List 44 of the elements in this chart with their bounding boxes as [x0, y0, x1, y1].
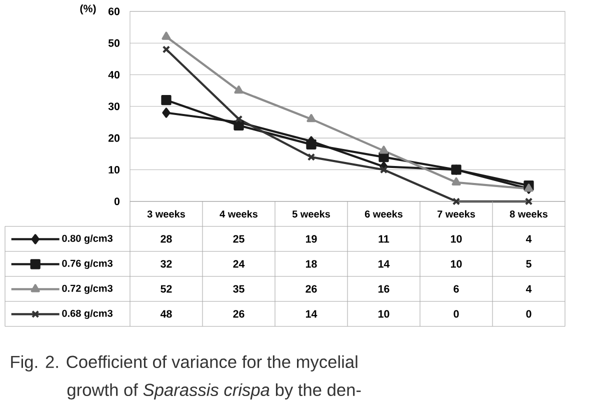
data-label: 6: [454, 284, 459, 292]
data-label: 18: [306, 260, 317, 268]
data-label: 16: [378, 284, 390, 292]
data-label: 25: [233, 234, 244, 242]
caption: Fig. 2. Coefficient of variance for the mycelial: [11, 355, 358, 372]
data-label: 11: [378, 235, 390, 242]
x-tick-label: 7 weeks: [438, 210, 476, 218]
y-tick-label: 50: [108, 39, 120, 47]
data-label: 4: [526, 235, 532, 242]
data-label: 10: [450, 260, 462, 268]
x-tick-label: 5 weeks: [292, 210, 330, 218]
data-label: 19: [306, 234, 317, 242]
data-label: 52: [160, 284, 172, 292]
y-tick-label: 20: [108, 134, 120, 142]
data-label: 48: [160, 310, 172, 318]
data-label: 28: [160, 234, 172, 242]
y-tick-label: 0: [114, 197, 120, 205]
data-label: 0: [526, 310, 532, 318]
data-label: 24: [233, 260, 245, 268]
data-label: 32: [160, 260, 172, 268]
data-label: 14: [306, 310, 318, 318]
data-label: 26: [233, 310, 244, 318]
y-tick-label: 60: [108, 7, 120, 15]
legend-label: 0.68 g/cm3: [62, 309, 113, 319]
legend-label: 0.76 g/cm3: [62, 259, 113, 269]
legend-label: 0.72 g/cm3: [62, 284, 113, 294]
data-label: 5: [526, 260, 532, 268]
data-label: 26: [306, 284, 317, 292]
data-label: 0: [454, 310, 459, 318]
x-tick-label: 4 weeks: [220, 210, 258, 218]
y-tick-label: 10: [108, 166, 120, 174]
data-label: 4: [526, 285, 532, 292]
data-label: 10: [450, 234, 462, 242]
y-tick-label: 30: [108, 102, 120, 110]
y-axis-title: (%): [80, 4, 96, 14]
y-tick-label: 40: [108, 70, 120, 78]
data-label: 14: [378, 260, 390, 268]
legend-label: 0.80 g/cm3: [62, 234, 113, 244]
x-tick-label: 8 weeks: [510, 210, 548, 218]
data-label: 35: [233, 284, 244, 292]
data-label: 10: [378, 310, 390, 318]
text: growth of Sparassis crispa by the den-: [67, 383, 361, 400]
x-tick-label: 3 weeks: [147, 210, 186, 218]
x-tick-label: 6 weeks: [364, 210, 403, 218]
